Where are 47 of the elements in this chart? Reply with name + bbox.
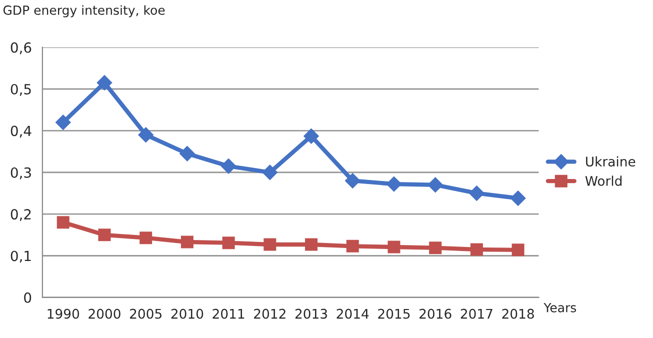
point: [264, 238, 276, 251]
point: [180, 146, 195, 162]
x-tick-label: 2012: [254, 308, 286, 319]
point: [305, 238, 318, 251]
y-tick-label: 0: [24, 292, 32, 303]
point: [138, 127, 154, 142]
point: [56, 216, 70, 229]
point: [222, 236, 235, 250]
x-tick-label: 2005: [130, 308, 162, 319]
point: [96, 75, 112, 90]
point: [388, 240, 400, 254]
point: [98, 228, 111, 242]
point: [428, 177, 443, 192]
y-tick-label: 0,4: [10, 126, 32, 138]
legend-label: Ukraine: [586, 156, 636, 167]
y-tick-label: 0,3: [10, 167, 31, 180]
point: [140, 232, 152, 244]
point: [510, 190, 526, 206]
point: [345, 173, 360, 188]
y-tick-label: 0,5: [10, 84, 31, 96]
point: [304, 128, 319, 144]
x-tick-label: 1990: [48, 308, 80, 319]
x-tick-label: 2010: [171, 308, 204, 319]
x-axis-title: Years: [544, 303, 576, 312]
point: [220, 158, 236, 174]
y-tick-label: 0,1: [10, 250, 31, 263]
x-tick-label: 2016: [420, 308, 452, 319]
point: [470, 243, 483, 256]
point: [512, 244, 524, 256]
point: [386, 176, 402, 192]
y-tick-label: 0,6: [10, 42, 32, 54]
x-tick-label: 2017: [460, 308, 492, 319]
x-tick-label: 2018: [502, 308, 534, 319]
point: [469, 186, 484, 201]
point: [429, 242, 442, 254]
x-tick-label: 2015: [378, 308, 410, 319]
legend-label: World: [585, 176, 622, 186]
x-tick-label: 2011: [212, 308, 244, 319]
point: [262, 164, 278, 180]
point: [180, 236, 194, 248]
x-tick-label: 2014: [336, 308, 369, 319]
point: [56, 114, 71, 130]
y-axis-title: GDP energy intensity, koe: [3, 5, 165, 18]
x-tick-label: 2000: [88, 308, 120, 319]
x-tick-label: 2013: [295, 308, 327, 319]
point: [346, 240, 359, 252]
y-tick-label: 0,2: [10, 209, 31, 221]
